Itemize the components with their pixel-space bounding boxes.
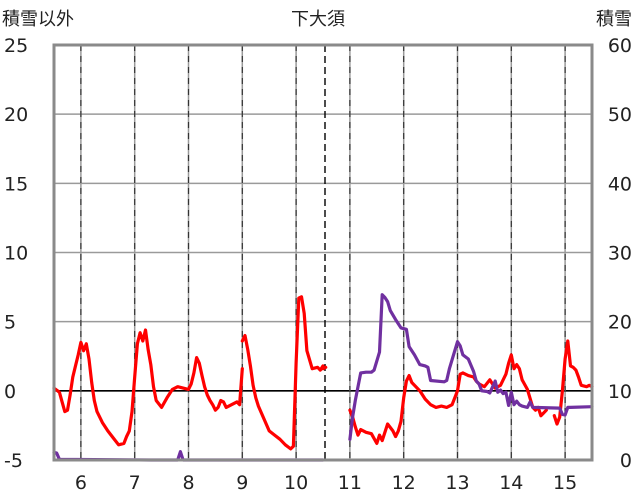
y-right-tick-label: 40 — [608, 173, 632, 195]
x-tick-label: 7 — [129, 472, 141, 494]
temperature-line-segment-2 — [321, 365, 328, 371]
y-right-tick-label: 20 — [608, 312, 632, 334]
x-tick-label: 6 — [75, 472, 87, 494]
y-left-tick-label: 0 — [4, 381, 16, 403]
y-right-tick-label: 50 — [608, 104, 632, 126]
snow-depth-line-segment-1 — [348, 293, 594, 441]
x-tick-label: 15 — [553, 472, 577, 494]
y-right-tick-label: 30 — [608, 243, 632, 265]
x-tick-label: 8 — [182, 472, 194, 494]
x-tick-label: 12 — [392, 472, 416, 494]
right-axis-label: 積雪 — [596, 9, 632, 30]
y-right-tick-label: 60 — [608, 35, 632, 57]
y-left-tick-label: 20 — [4, 104, 28, 126]
x-tick-label: 13 — [445, 472, 469, 494]
chart-title: 下大須 — [291, 9, 345, 30]
temperature-line-segment-0 — [52, 328, 244, 447]
y-left-tick-label: -5 — [4, 450, 23, 472]
y-left-tick-label: 5 — [4, 312, 16, 334]
temperature-line-segment-1 — [240, 295, 325, 451]
y-left-tick-label: 25 — [4, 35, 28, 57]
y-left-tick-label: 10 — [4, 243, 28, 265]
x-tick-label: 10 — [284, 472, 308, 494]
temperature-line-segment-3 — [348, 353, 548, 445]
y-left-tick-label: 15 — [4, 173, 28, 195]
left-axis-label: 積雪以外 — [2, 9, 74, 30]
y-right-tick-label: 10 — [608, 381, 632, 403]
x-tick-label: 11 — [338, 472, 362, 494]
plot-frame — [52, 43, 594, 462]
x-tick-label: 14 — [499, 472, 523, 494]
y-right-tick-label: 0 — [620, 450, 632, 472]
x-tick-label: 9 — [236, 472, 248, 494]
